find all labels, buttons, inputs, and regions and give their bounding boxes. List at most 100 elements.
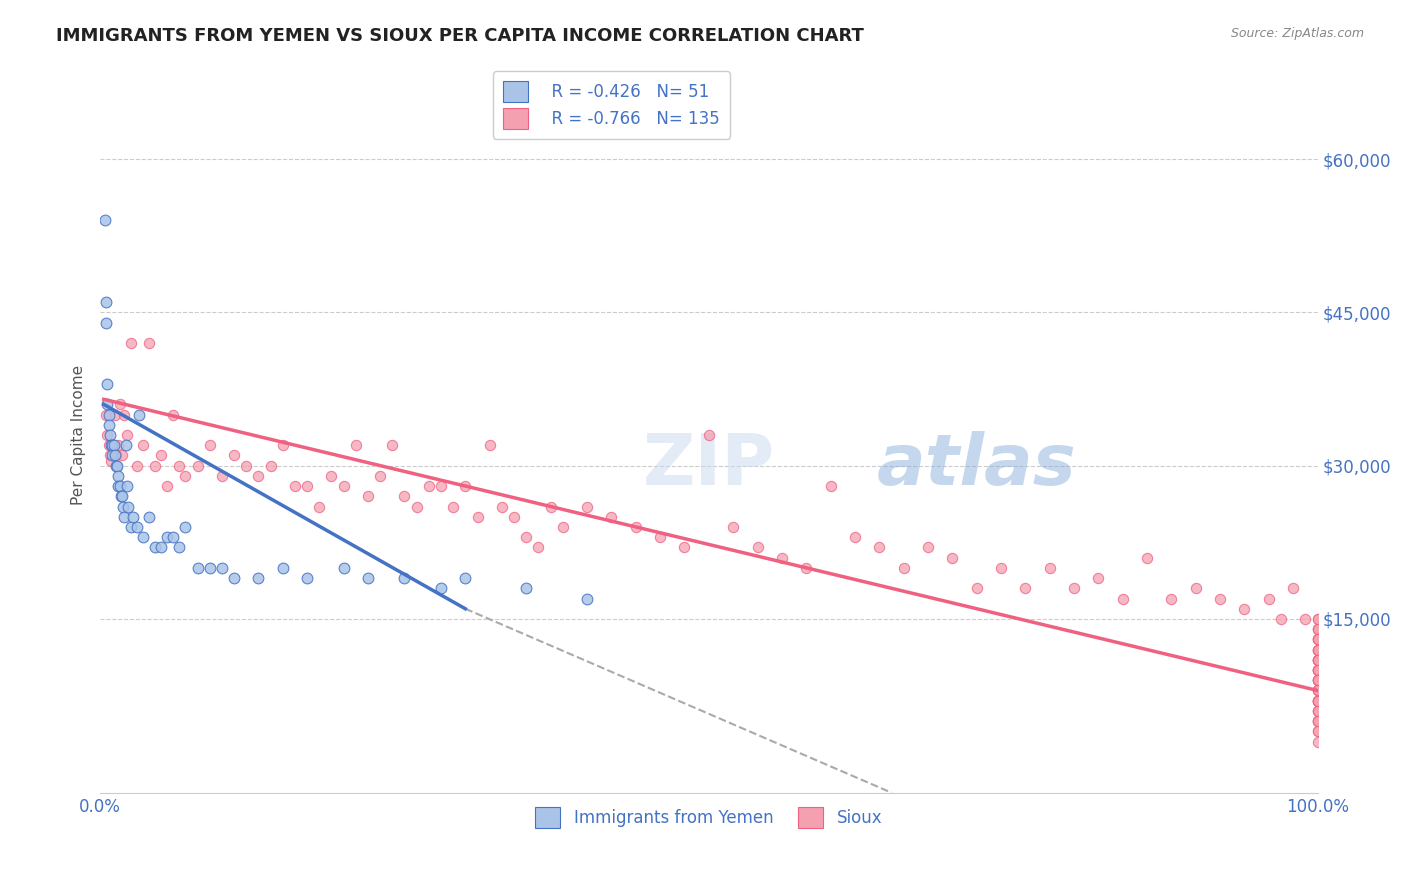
- Point: [138, 336, 160, 351]
- Point: [1306, 632, 1329, 647]
- Point: [1306, 683, 1329, 698]
- Point: [143, 458, 166, 473]
- Y-axis label: Per Capita Income: Per Capita Income: [72, 365, 86, 505]
- Point: [1209, 591, 1232, 606]
- Point: [96, 428, 118, 442]
- Point: [100, 453, 122, 467]
- Point: [186, 458, 208, 473]
- Point: [503, 509, 526, 524]
- Point: [122, 509, 145, 524]
- Point: [454, 479, 477, 493]
- Point: [128, 408, 150, 422]
- Point: [478, 438, 501, 452]
- Point: [1306, 642, 1329, 657]
- Point: [1306, 724, 1329, 739]
- Point: [114, 509, 136, 524]
- Point: [211, 469, 233, 483]
- Point: [150, 541, 173, 555]
- Point: [540, 500, 562, 514]
- Point: [97, 438, 120, 452]
- Point: [1306, 704, 1329, 718]
- Point: [1306, 612, 1329, 626]
- Point: [112, 500, 135, 514]
- Point: [332, 561, 354, 575]
- Point: [120, 336, 142, 351]
- Point: [1160, 591, 1182, 606]
- Point: [107, 479, 129, 493]
- Point: [551, 520, 574, 534]
- Point: [114, 408, 136, 422]
- Point: [1270, 612, 1292, 626]
- Point: [1306, 673, 1329, 688]
- Point: [104, 449, 127, 463]
- Point: [114, 438, 136, 452]
- Point: [96, 408, 118, 422]
- Point: [117, 500, 139, 514]
- Text: ZIP: ZIP: [643, 431, 775, 500]
- Point: [844, 530, 866, 544]
- Point: [430, 582, 453, 596]
- Point: [673, 541, 696, 555]
- Point: [115, 428, 138, 442]
- Point: [1087, 571, 1109, 585]
- Point: [1306, 632, 1329, 647]
- Point: [107, 438, 129, 452]
- Point: [1184, 582, 1206, 596]
- Point: [1306, 653, 1329, 667]
- Point: [132, 438, 155, 452]
- Point: [97, 408, 120, 422]
- Point: [1306, 653, 1329, 667]
- Point: [394, 489, 416, 503]
- Point: [125, 520, 148, 534]
- Point: [368, 469, 391, 483]
- Point: [1306, 683, 1329, 698]
- Point: [1294, 612, 1316, 626]
- Point: [1136, 550, 1159, 565]
- Point: [394, 571, 416, 585]
- Point: [344, 438, 367, 452]
- Point: [381, 438, 404, 452]
- Point: [747, 541, 769, 555]
- Point: [222, 571, 245, 585]
- Point: [697, 428, 720, 442]
- Point: [1306, 714, 1329, 728]
- Point: [721, 520, 744, 534]
- Point: [1257, 591, 1279, 606]
- Point: [259, 458, 281, 473]
- Point: [1306, 734, 1329, 748]
- Point: [98, 449, 121, 463]
- Point: [1306, 714, 1329, 728]
- Point: [1306, 704, 1329, 718]
- Point: [1306, 663, 1329, 677]
- Point: [893, 561, 915, 575]
- Point: [770, 550, 793, 565]
- Point: [1039, 561, 1062, 575]
- Point: [820, 479, 842, 493]
- Point: [174, 520, 197, 534]
- Point: [94, 213, 117, 227]
- Point: [1306, 694, 1329, 708]
- Point: [1306, 653, 1329, 667]
- Point: [624, 520, 647, 534]
- Point: [1063, 582, 1085, 596]
- Point: [1282, 582, 1305, 596]
- Point: [198, 561, 221, 575]
- Point: [357, 489, 380, 503]
- Point: [1306, 694, 1329, 708]
- Point: [1306, 663, 1329, 677]
- Point: [1306, 663, 1329, 677]
- Point: [1306, 694, 1329, 708]
- Text: atlas: atlas: [877, 431, 1077, 500]
- Point: [101, 438, 124, 452]
- Point: [941, 550, 963, 565]
- Point: [198, 438, 221, 452]
- Point: [1306, 663, 1329, 677]
- Point: [576, 500, 599, 514]
- Point: [96, 376, 118, 391]
- Point: [332, 479, 354, 493]
- Point: [515, 582, 537, 596]
- Point: [308, 500, 330, 514]
- Point: [284, 479, 307, 493]
- Point: [162, 530, 184, 544]
- Point: [211, 561, 233, 575]
